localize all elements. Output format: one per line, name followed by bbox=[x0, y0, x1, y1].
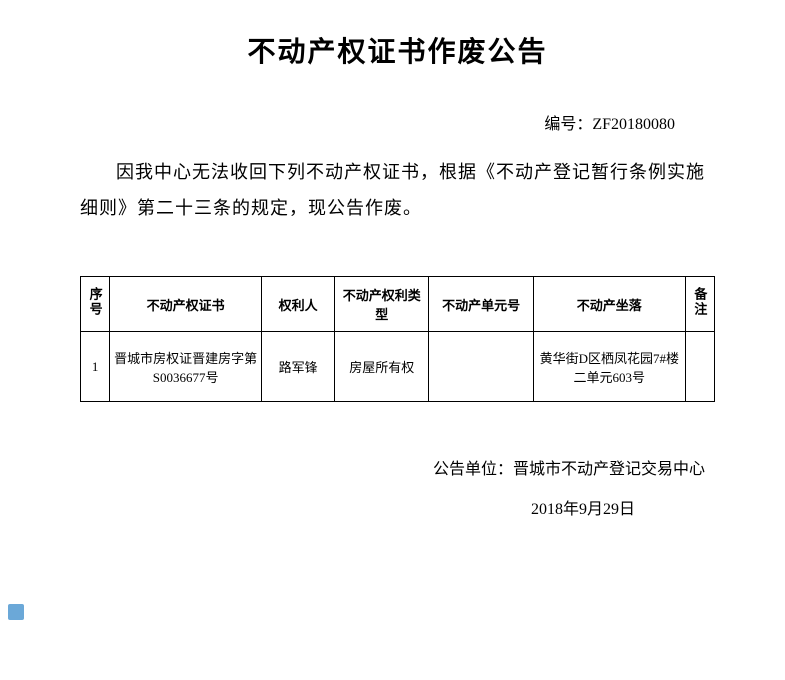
cell-location: 黄华街D区栖凤花园7#楼二单元603号 bbox=[533, 332, 685, 402]
header-cert: 不动产权证书 bbox=[110, 277, 262, 332]
cell-note bbox=[685, 332, 714, 402]
body-paragraph: 因我中心无法收回下列不动产权证书，根据《不动产登记暂行条例实施细则》第二十三条的… bbox=[80, 154, 715, 226]
footer: 公告单位：晋城市不动产登记交易中心 2018年9月29日 bbox=[80, 452, 715, 527]
cell-type: 房屋所有权 bbox=[335, 332, 429, 402]
certificate-table: 序号 不动产权证书 权利人 不动产权利类型 不动产单元号 不动产坐落 备注 1 … bbox=[80, 276, 715, 402]
footer-date: 2018年9月29日 bbox=[80, 492, 705, 527]
cell-owner: 路军锋 bbox=[261, 332, 334, 402]
doc-number-label: 编号： bbox=[544, 116, 592, 133]
header-unit: 不动产单元号 bbox=[429, 277, 534, 332]
header-seq: 序号 bbox=[81, 277, 110, 332]
page-icon bbox=[8, 604, 24, 620]
footer-unit-value: 晋城市不动产登记交易中心 bbox=[513, 461, 705, 478]
cell-cert: 晋城市房权证晋建房字第S0036677号 bbox=[110, 332, 262, 402]
header-owner: 权利人 bbox=[261, 277, 334, 332]
header-note: 备注 bbox=[685, 277, 714, 332]
doc-number-value: ZF20180080 bbox=[592, 116, 675, 133]
document-number: 编号：ZF20180080 bbox=[80, 110, 715, 134]
cell-seq: 1 bbox=[81, 332, 110, 402]
footer-unit-label: 公告单位： bbox=[433, 461, 513, 478]
header-type: 不动产权利类型 bbox=[335, 277, 429, 332]
table-header-row: 序号 不动产权证书 权利人 不动产权利类型 不动产单元号 不动产坐落 备注 bbox=[81, 277, 715, 332]
document-title: 不动产权证书作废公告 bbox=[80, 30, 715, 70]
footer-unit: 公告单位：晋城市不动产登记交易中心 bbox=[80, 452, 705, 487]
table-row: 1 晋城市房权证晋建房字第S0036677号 路军锋 房屋所有权 黄华街D区栖凤… bbox=[81, 332, 715, 402]
cell-unit bbox=[429, 332, 534, 402]
header-location: 不动产坐落 bbox=[533, 277, 685, 332]
